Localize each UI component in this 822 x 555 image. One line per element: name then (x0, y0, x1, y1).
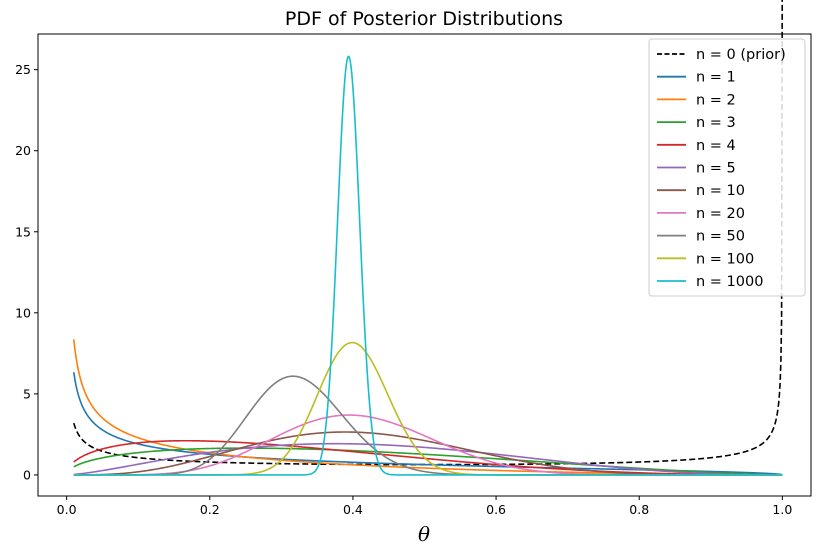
x-tick-label: 0.6 (486, 502, 506, 517)
series-line-0 (73, 0, 784, 466)
y-tick-label: 5 (23, 386, 31, 401)
x-tick-label: 0.8 (629, 502, 649, 517)
legend-label: n = 2 (696, 92, 736, 108)
chart-title: PDF of Posterior Distributions (285, 8, 563, 30)
series-line-3 (73, 447, 783, 476)
series-line-7 (73, 414, 783, 476)
y-tick-label: 0 (23, 467, 31, 482)
series-line-4 (73, 439, 783, 476)
plot-area (72, 0, 784, 476)
legend-label: n = 4 (696, 138, 736, 154)
legend-label: n = 10 (696, 183, 745, 199)
legend-label: n = 100 (696, 251, 754, 267)
y-tick-label: 10 (15, 305, 31, 320)
legend-label: n = 1 (696, 70, 736, 86)
legend-box (648, 38, 806, 297)
y-tick-label: 20 (15, 143, 31, 158)
legend-label: n = 1000 (696, 274, 763, 290)
y-tick-label: 15 (15, 224, 31, 239)
x-tick-label: 0.4 (343, 502, 363, 517)
x-tick-label: 1.0 (772, 502, 792, 517)
legend: n = 0 (prior) n = 1 n = 2 n = 3 n = 4 n = 5 n … (648, 38, 806, 297)
x-axis: 0.0 0.2 0.4 0.6 0.8 1.0 (57, 496, 792, 517)
x-tick-label: 0.2 (200, 502, 220, 517)
x-tick-label: 0.0 (57, 502, 77, 517)
series-line-5 (73, 442, 783, 476)
x-axis-label: θ (418, 522, 430, 546)
y-tick-label: 25 (15, 62, 31, 77)
legend-label: n = 20 (696, 206, 745, 222)
legend-label: n = 5 (696, 161, 736, 177)
legend-label: n = 0 (prior) (696, 47, 786, 63)
y-axis: 0 5 10 15 20 25 (15, 62, 38, 482)
legend-label: n = 3 (696, 115, 736, 131)
series-line-10 (73, 55, 783, 476)
axes-frame (37, 33, 812, 497)
legend-label: n = 50 (696, 229, 745, 245)
